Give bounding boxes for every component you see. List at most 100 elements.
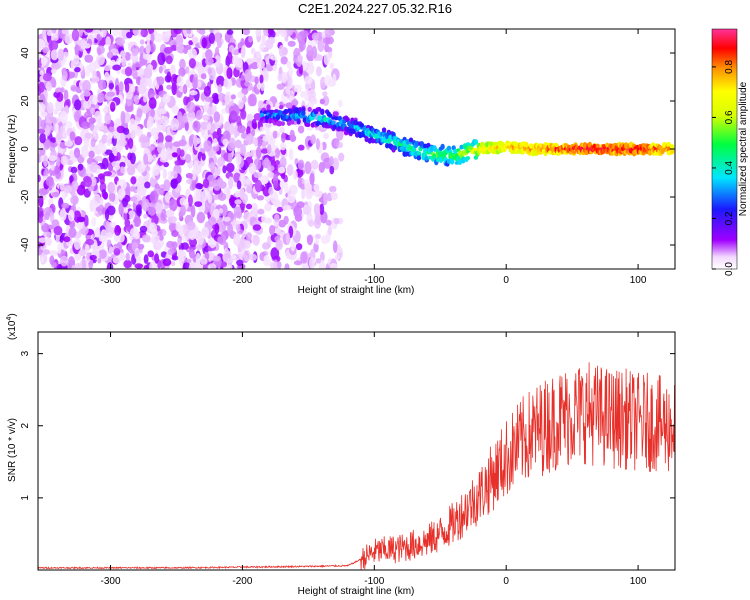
spectrogram-cell (270, 154, 276, 165)
spectrogram-cell (207, 263, 217, 269)
spectrogram-cell (196, 29, 206, 34)
spectrogram-cell (59, 209, 67, 222)
spectrogram-cell (38, 103, 46, 113)
bottom-plot-frame (37, 331, 676, 571)
spectrogram-cell (45, 81, 53, 92)
spectrogram-cell (124, 218, 131, 228)
spectrogram-cell (227, 142, 235, 152)
spectrogram-cell (69, 131, 76, 141)
spectrogram-cell (103, 191, 108, 200)
spectrogram-cell (207, 193, 213, 204)
spectrogram-cell (323, 192, 328, 205)
ridge-cell (381, 127, 387, 133)
spectrogram-cell (116, 152, 121, 161)
spectrogram-cell (97, 257, 102, 264)
spectrogram-cell (195, 183, 204, 190)
spectrogram-cell (335, 254, 341, 261)
spectrogram-cell (133, 94, 140, 105)
spectrogram-cell (148, 222, 157, 233)
spectrogram-cell (63, 185, 73, 194)
spectrogram-cell (48, 155, 57, 162)
spectrogram-cell (139, 39, 145, 45)
spectrogram-cell (90, 76, 100, 83)
top-y-ticks: -40 -20 0 20 40 (20, 47, 675, 252)
spectrogram-cell (186, 29, 192, 35)
spectrogram-cell (295, 243, 303, 251)
spectrogram-cell (306, 44, 314, 57)
spectrogram-cell (327, 78, 336, 88)
spectrogram-cell (248, 253, 258, 261)
spectrogram-cell (122, 127, 130, 135)
spectrogram-cell (280, 75, 288, 82)
x-tick-label: -300 (101, 576, 121, 587)
spectrogram-cell (54, 165, 61, 175)
spectrogram-cell (262, 67, 268, 80)
spectrogram-cell (177, 250, 187, 262)
spectrogram-cell (279, 156, 287, 169)
ridge-cell (465, 156, 471, 161)
spectrogram-cell (240, 236, 245, 249)
ridge-cell (408, 137, 414, 143)
spectrogram-cell (166, 71, 172, 83)
spectrogram-cell (170, 260, 176, 267)
spectrogram-cell (127, 152, 133, 161)
spectrogram-cell (137, 67, 145, 78)
spectrogram-cell (152, 154, 157, 161)
colorbar-tick-label: 0.2 (724, 211, 735, 225)
spectrogram-cell (226, 162, 235, 173)
spectrogram-cell (95, 206, 102, 212)
y-tick-label: 1 (20, 495, 31, 501)
spectrogram-cell (188, 58, 196, 69)
spectrogram-cell (254, 137, 258, 147)
spectrogram-cell (280, 56, 288, 65)
ridge-cell (554, 143, 559, 148)
ridge-cell (307, 106, 312, 112)
spectrogram-cell (209, 162, 215, 170)
spectrogram-cells (38, 29, 675, 269)
y-tick-label: 40 (20, 47, 31, 59)
spectrogram-cell (241, 132, 247, 140)
spectrogram-cell (50, 49, 59, 61)
spectrogram-cell (191, 36, 199, 44)
spectrogram-cell (242, 250, 251, 262)
spectrogram-cell (82, 80, 91, 93)
spectrogram-cell (186, 101, 196, 113)
spectrogram-cell (153, 133, 159, 141)
spectrogram-cell (252, 234, 260, 246)
spectrogram-cell (245, 151, 252, 158)
spectrogram-cell (243, 211, 253, 223)
spectrogram-cell (268, 186, 274, 195)
spectrogram-cell (141, 234, 151, 243)
spectrogram-cell (43, 249, 50, 255)
spectrogram-cell (304, 205, 312, 216)
spectrogram-cell (78, 29, 84, 37)
spectrogram-cell (260, 175, 269, 185)
spectrogram-cell (323, 133, 329, 140)
bottom-x-axis-label: Height of straight line (km) (298, 586, 415, 597)
spectrogram-cell (236, 180, 242, 190)
ridge-cell (296, 118, 301, 125)
spectrogram-cell (193, 160, 199, 170)
spectrogram-cell (38, 174, 41, 183)
spectrogram-cell (38, 81, 45, 93)
spectrogram-cell (89, 254, 97, 261)
spectrogram-cell (106, 91, 115, 97)
spectrogram-cell (130, 176, 137, 185)
spectrogram-cell (297, 144, 305, 151)
spectrogram-cell (53, 225, 63, 236)
spectrogram-cell (56, 156, 61, 168)
spectrogram-cell (164, 139, 173, 151)
spectrogram-cell (293, 260, 303, 266)
ridge-cell (432, 145, 437, 152)
spectrogram-cell (49, 40, 59, 51)
spectrogram-cell (39, 147, 46, 156)
spectrogram-cell (270, 261, 279, 269)
spectrogram-cell (114, 225, 121, 236)
spectrogram-cell (38, 128, 46, 134)
x-tick-label: -100 (364, 576, 384, 587)
spectrogram-cell (117, 188, 126, 199)
spectrogram-cell (70, 166, 78, 174)
spectrogram-cell (201, 37, 208, 49)
snr-series (38, 362, 675, 570)
spectrogram-cell (70, 195, 79, 205)
